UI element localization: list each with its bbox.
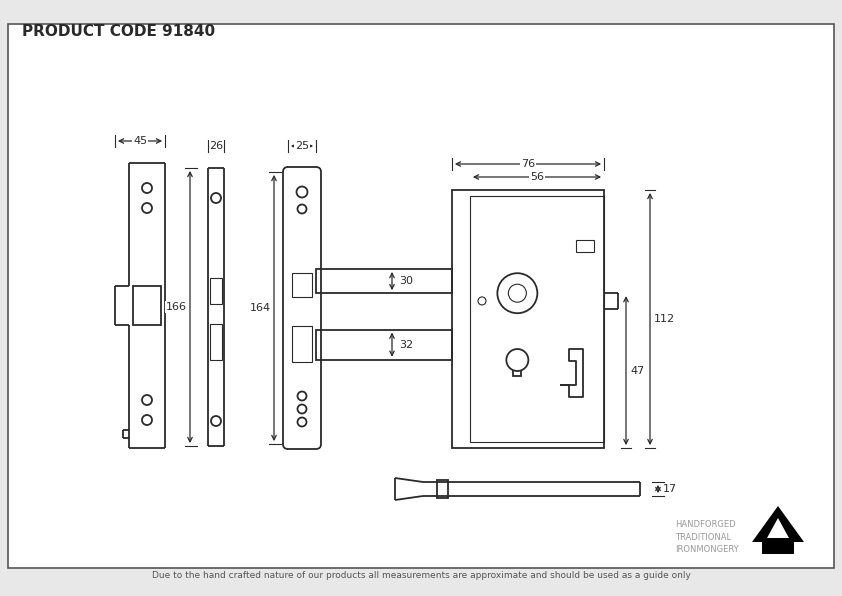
Text: 76: 76 bbox=[521, 159, 535, 169]
Circle shape bbox=[297, 392, 306, 401]
Bar bbox=[133, 285, 161, 325]
Circle shape bbox=[297, 405, 306, 414]
Circle shape bbox=[478, 297, 486, 305]
Text: 30: 30 bbox=[399, 276, 413, 286]
FancyBboxPatch shape bbox=[283, 167, 321, 449]
Text: HANDFORGED
TRADITIONAL
IRONMONGERY: HANDFORGED TRADITIONAL IRONMONGERY bbox=[675, 520, 738, 554]
Bar bbox=[470, 196, 604, 442]
Circle shape bbox=[296, 187, 307, 197]
Circle shape bbox=[142, 203, 152, 213]
Bar bbox=[210, 278, 222, 304]
Circle shape bbox=[297, 204, 306, 213]
Text: 32: 32 bbox=[399, 340, 413, 350]
Text: 17: 17 bbox=[663, 484, 677, 494]
Circle shape bbox=[211, 193, 221, 203]
Text: 45: 45 bbox=[133, 136, 147, 146]
Bar bbox=[292, 272, 312, 297]
Text: 26: 26 bbox=[209, 141, 223, 151]
Text: 112: 112 bbox=[653, 314, 674, 324]
Polygon shape bbox=[767, 518, 789, 538]
Text: 47: 47 bbox=[631, 365, 645, 375]
Text: 166: 166 bbox=[166, 302, 186, 312]
Circle shape bbox=[297, 418, 306, 427]
Bar bbox=[576, 240, 594, 252]
Text: 56: 56 bbox=[530, 172, 544, 182]
Circle shape bbox=[142, 395, 152, 405]
Text: 164: 164 bbox=[249, 303, 270, 313]
Polygon shape bbox=[752, 506, 804, 554]
FancyBboxPatch shape bbox=[8, 24, 834, 568]
Bar bbox=[316, 330, 452, 359]
Circle shape bbox=[142, 415, 152, 425]
Circle shape bbox=[142, 183, 152, 193]
Text: Due to the hand crafted nature of our products all measurements are approximate : Due to the hand crafted nature of our pr… bbox=[152, 571, 690, 580]
Circle shape bbox=[506, 349, 529, 371]
Bar bbox=[452, 190, 604, 448]
Circle shape bbox=[509, 284, 526, 302]
Bar bbox=[437, 480, 448, 498]
Text: 25: 25 bbox=[295, 141, 309, 151]
Bar bbox=[210, 324, 222, 360]
Bar bbox=[316, 269, 452, 293]
Bar bbox=[292, 325, 312, 362]
Bar bbox=[514, 360, 521, 376]
Circle shape bbox=[498, 273, 537, 313]
Circle shape bbox=[211, 416, 221, 426]
Text: PRODUCT CODE 91840: PRODUCT CODE 91840 bbox=[22, 24, 215, 39]
